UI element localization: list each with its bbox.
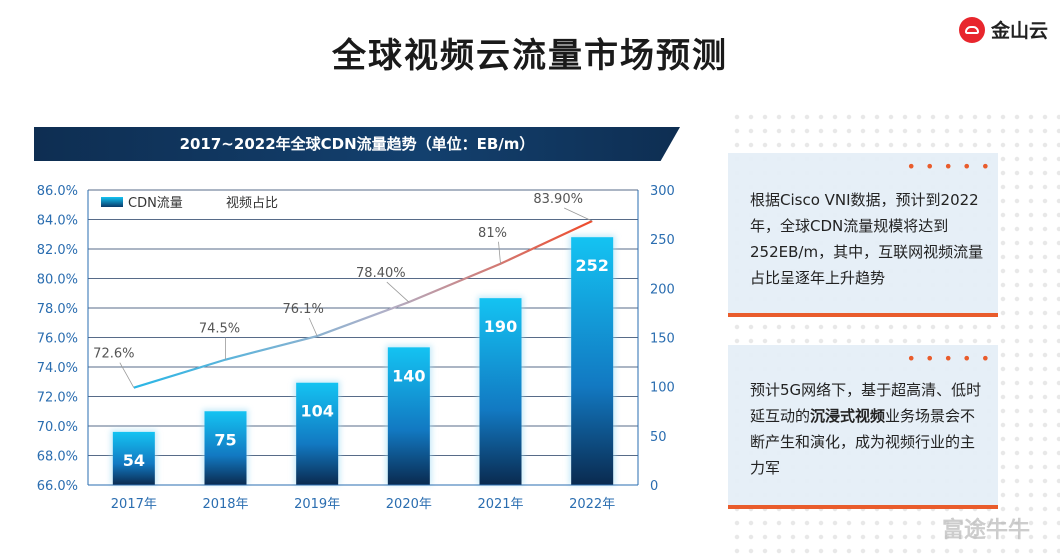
y-right-tick-label: 100 [650,381,675,396]
bar [204,411,247,485]
y-right-tick-label: 150 [650,332,675,347]
bar-value-label: 104 [300,402,333,421]
legend-bar-swatch [101,197,123,207]
watermark-text: 富途牛牛 [941,518,1030,543]
line-value-label: 81% [478,226,507,241]
bar [387,347,430,485]
y-left-tick-label: 82.0% [37,243,78,258]
chart-title: 2017~2022年全球CDN流量趋势（单位：EB/m） [34,127,680,161]
bar-value-label: 140 [392,366,425,385]
line-value-label: 76.1% [283,302,324,317]
label-leader [119,362,135,388]
bar-value-label: 252 [575,256,608,275]
line-value-label: 72.6% [93,347,134,362]
card-2-text-bold: 沉浸式视频 [810,407,886,425]
bar-value-label: 190 [484,317,517,336]
logo-text: 金山云 [990,20,1048,42]
y-left-tick-label: 70.0% [37,420,78,435]
y-left-tick-label: 80.0% [37,273,78,288]
dots-decoration: • • • • • [906,349,992,368]
x-tick-label: 2018年 [202,497,248,512]
share-line [133,219,593,389]
line-value-label: 74.5% [199,322,240,337]
y-left-tick-label: 78.0% [37,302,78,317]
bar-value-label: 54 [123,451,145,470]
bar [479,298,522,485]
label-leader [386,281,410,303]
dots-decoration: • • • • • [906,157,992,176]
y-left-tick-label: 68.0% [37,450,78,465]
label-leader [563,207,593,222]
x-tick-label: 2020年 [386,497,432,512]
y-right-tick-label: 200 [650,282,675,297]
card-1-text: 根据Cisco VNI数据，预计到2022年，全球CDN流量规模将达到252EB… [750,191,984,287]
page-title: 全球视频云流量市场预测 [332,36,728,76]
x-tick-label: 2022年 [569,497,615,512]
card-2-text-pre: 预计5G网络下，基于超高清、低时延互动的 [750,381,982,425]
y-left-tick-label: 86.0% [37,184,78,199]
cloud-logo-icon [958,16,985,43]
x-tick-label: 2019年 [294,497,340,512]
line-value-label: 78.40% [356,266,406,281]
y-right-tick-label: 300 [650,184,675,199]
line-value-label: 83.90% [533,192,583,207]
bar [571,237,614,485]
card-2-text-post: 业务场景会不断产生和演化，成为视频行业的主力军 [750,407,976,477]
y-left-tick-label: 66.0% [37,479,78,494]
info-card-1: • • • • • 根据Cisco VNI数据，预计到2022年，全球CDN流量… [728,153,998,317]
label-leader [308,317,318,337]
card-2-text: 预计5G网络下，基于超高清、低时延互动的沉浸式视频业务场景会不断产生和演化，成为… [750,377,984,481]
legend-label-cdn: CDN流量 [128,196,183,211]
x-tick-label: 2017年 [111,497,157,512]
x-tick-label: 2021年 [477,497,523,512]
y-left-tick-label: 72.0% [37,391,78,406]
y-right-tick-label: 0 [650,479,658,494]
y-right-tick-label: 50 [650,430,667,445]
y-left-tick-label: 84.0% [37,214,78,229]
y-left-tick-label: 76.0% [37,332,78,347]
bar-value-label: 75 [214,430,236,449]
y-left-tick-label: 74.0% [37,361,78,376]
cdn-traffic-chart: 54 75 104 140 190 252 72.6% 74.5% 76.1% 78.40% 81… [37,184,675,512]
bar [296,382,339,485]
info-card-2: • • • • • 预计5G网络下，基于超高清、低时延互动的沉浸式视频业务场景会… [728,345,998,509]
y-right-tick-label: 250 [650,233,675,248]
legend-label-share: 视频占比 [226,196,278,211]
label-leader [498,241,501,264]
brand-logo: 金山云 [958,16,1048,43]
bar [112,431,155,485]
